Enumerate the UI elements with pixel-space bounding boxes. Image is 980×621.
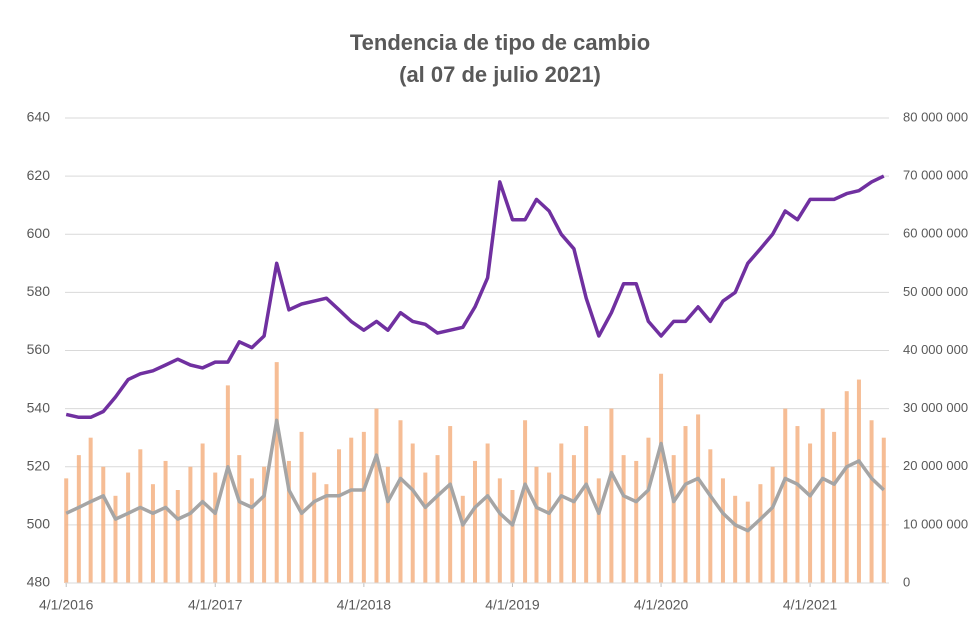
volume-bar [783, 408, 788, 583]
volume-bar [337, 449, 342, 583]
volume-bar [609, 408, 614, 583]
volume-bar [398, 420, 403, 583]
y-tick-label: 520 [27, 457, 51, 473]
volume-bar [88, 437, 93, 583]
volume-bar [150, 484, 155, 583]
volume-bar [523, 420, 528, 583]
y2-tick-label: 80 000 000 [903, 109, 968, 124]
y-tick-label: 500 [27, 516, 51, 532]
y-tick-label: 640 [27, 109, 51, 125]
volume-bar [646, 437, 651, 583]
volume-bar [547, 472, 552, 583]
y2-tick-label: 30 000 000 [903, 400, 968, 415]
y2-tick-label: 10 000 000 [903, 516, 968, 531]
volume-bar [262, 466, 267, 583]
y-tick-label: 560 [27, 341, 51, 357]
y-tick-label: 480 [27, 574, 51, 590]
volume-bar [720, 478, 725, 583]
volume-bar [324, 484, 329, 583]
volume-bar [559, 443, 564, 583]
volume-bar [312, 472, 317, 583]
chart-subtitle: (al 07 de julio 2021) [399, 62, 601, 87]
volume-bar [200, 443, 205, 583]
volume-bar [881, 437, 886, 583]
volume-bar [435, 455, 440, 583]
volume-bar [708, 449, 713, 583]
volume-bar [249, 478, 254, 583]
volume-bar [64, 478, 69, 583]
series-line [65, 174, 885, 420]
volume-bar [584, 426, 589, 583]
y-tick-label: 600 [27, 225, 51, 241]
volume-bar [832, 431, 837, 583]
x-tick-label: 4/1/2017 [188, 597, 243, 613]
volume-bar [349, 437, 354, 583]
volume-bar [596, 478, 601, 583]
volume-bar [485, 443, 490, 583]
chart-title: Tendencia de tipo de cambio [350, 30, 650, 55]
y2-tick-label: 40 000 000 [903, 342, 968, 357]
volume-bar [126, 472, 131, 583]
y2-tick-label: 20 000 000 [903, 458, 968, 473]
volume-bar [659, 373, 664, 583]
y-tick-label: 580 [27, 283, 51, 299]
y-tick-label: 540 [27, 399, 51, 415]
x-tick-label: 4/1/2018 [337, 597, 392, 613]
volume-bar [534, 466, 539, 583]
volume-bar [758, 484, 763, 583]
volume-bar [696, 414, 701, 583]
x-tick-label: 4/1/2020 [634, 597, 689, 613]
volume-bar [733, 495, 738, 583]
volume-bar [113, 495, 118, 583]
volume-bar [808, 443, 813, 583]
volume-bar [175, 490, 180, 583]
x-tick-label: 4/1/2019 [485, 597, 540, 613]
y2-tick-label: 60 000 000 [903, 226, 968, 241]
y-tick-label: 620 [27, 167, 51, 183]
volume-bar [869, 420, 874, 583]
volume-bar [844, 391, 849, 583]
volume-bar [510, 490, 515, 583]
volume-bar [361, 431, 366, 583]
volume-bar [385, 466, 390, 583]
volume-bar [745, 501, 750, 583]
x-tick-label: 4/1/2021 [783, 597, 838, 613]
y2-tick-label: 50 000 000 [903, 284, 968, 299]
volume-bar [423, 472, 428, 583]
volume-bar [770, 466, 775, 583]
volume-bar [820, 408, 825, 583]
volume-bar [286, 460, 291, 583]
volume-bar [101, 466, 106, 583]
volume-bar [225, 385, 230, 583]
volume-bar [571, 455, 576, 583]
y2-tick-label: 0 [903, 574, 910, 589]
volume-bar [683, 426, 688, 583]
volume-bar [460, 495, 465, 583]
volume-bar [213, 472, 218, 583]
volume-bar [274, 362, 279, 583]
volume-bar [76, 455, 81, 583]
volume-bar [237, 455, 242, 583]
volume-bar [497, 478, 502, 583]
volume-bar [856, 379, 861, 583]
volume-bar [410, 443, 415, 583]
y2-tick-label: 70 000 000 [903, 168, 968, 183]
volume-bar [188, 466, 193, 583]
volume-bar [671, 455, 676, 583]
volume-bar [374, 408, 379, 583]
volume-bar [795, 426, 800, 583]
volume-bar [473, 460, 477, 583]
volume-bar [448, 426, 453, 583]
volume-bar [163, 460, 168, 583]
volume-bar [299, 431, 304, 583]
volume-bar [621, 455, 626, 583]
volume-bar [138, 449, 143, 583]
series-line [65, 418, 886, 533]
volume-bar [634, 460, 639, 583]
x-tick-label: 4/1/2016 [39, 597, 94, 613]
